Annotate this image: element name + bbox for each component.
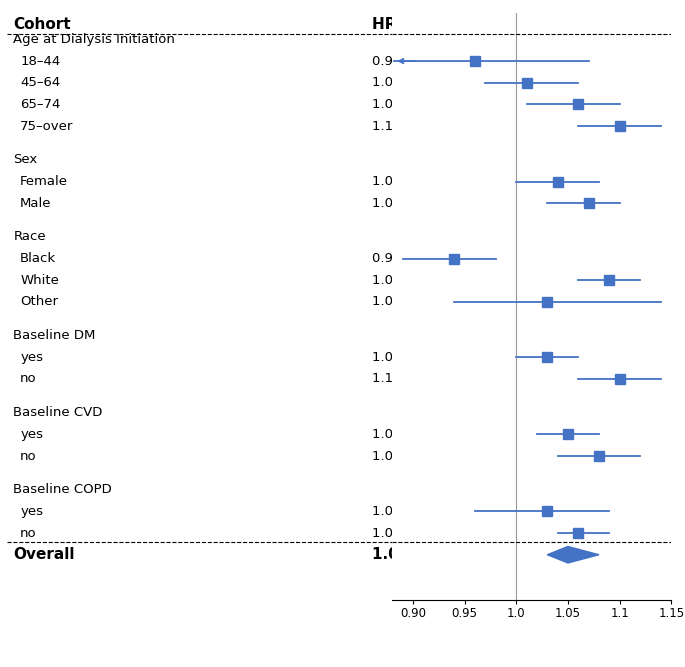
Text: Other: Other	[20, 295, 58, 308]
Text: Baseline DM: Baseline DM	[14, 329, 96, 342]
Text: 1.09 (1.06, 1.12): 1.09 (1.06, 1.12)	[373, 273, 484, 287]
Text: 1.03 (0.96, 1.09): 1.03 (0.96, 1.09)	[373, 505, 484, 518]
Text: 1.01 (0.97, 1.06): 1.01 (0.97, 1.06)	[373, 76, 484, 89]
Text: 75–over: 75–over	[20, 119, 73, 133]
Text: 0.94 (0.89, 0.98): 0.94 (0.89, 0.98)	[373, 252, 483, 265]
Text: Female: Female	[20, 175, 68, 188]
Text: 18–44: 18–44	[20, 55, 60, 67]
Polygon shape	[547, 546, 599, 563]
Text: Male: Male	[20, 197, 51, 209]
Text: 1.05 (1.02, 1.08): 1.05 (1.02, 1.08)	[373, 428, 484, 441]
Text: Race: Race	[14, 230, 46, 243]
Text: White: White	[20, 273, 59, 287]
Text: no: no	[20, 450, 37, 462]
Text: 1.03 (1.00, 1.06): 1.03 (1.00, 1.06)	[373, 351, 484, 364]
Text: no: no	[20, 526, 37, 540]
Text: no: no	[20, 372, 37, 386]
Text: 1.07 (1.03, 1.10): 1.07 (1.03, 1.10)	[373, 197, 484, 209]
Text: yes: yes	[20, 428, 43, 441]
Text: Baseline CVD: Baseline CVD	[14, 406, 103, 419]
Text: 1.05 (1.03, 1.08): 1.05 (1.03, 1.08)	[373, 547, 514, 562]
Text: Age at Dialysis Initiation: Age at Dialysis Initiation	[14, 33, 175, 46]
Text: Baseline COPD: Baseline COPD	[14, 483, 112, 496]
Text: Cohort: Cohort	[14, 17, 71, 32]
Text: 1.06 (1.04, 1.09): 1.06 (1.04, 1.09)	[373, 526, 484, 540]
Text: 0.96 (0.86, 1.07): 0.96 (0.86, 1.07)	[373, 55, 483, 67]
Text: Black: Black	[20, 252, 56, 265]
Text: 1.03 (0.94, 1.14): 1.03 (0.94, 1.14)	[373, 295, 484, 308]
Text: 65–74: 65–74	[20, 98, 60, 111]
Text: 45–64: 45–64	[20, 76, 60, 89]
Text: 1.06 (1.01, 1.10): 1.06 (1.01, 1.10)	[373, 98, 484, 111]
Text: 1.04 (1.00, 1.08): 1.04 (1.00, 1.08)	[373, 175, 484, 188]
Text: 1.10 (1.06, 1.14): 1.10 (1.06, 1.14)	[373, 119, 484, 133]
Text: Sex: Sex	[14, 153, 38, 166]
Text: yes: yes	[20, 351, 43, 364]
Text: 1.08 (1.04, 1.12): 1.08 (1.04, 1.12)	[373, 450, 484, 462]
Text: yes: yes	[20, 505, 43, 518]
Text: 1.10 (1.06, 1.14): 1.10 (1.06, 1.14)	[373, 372, 484, 386]
Text: HR (95%CI): HR (95%CI)	[373, 17, 469, 32]
Text: Overall: Overall	[14, 547, 75, 562]
